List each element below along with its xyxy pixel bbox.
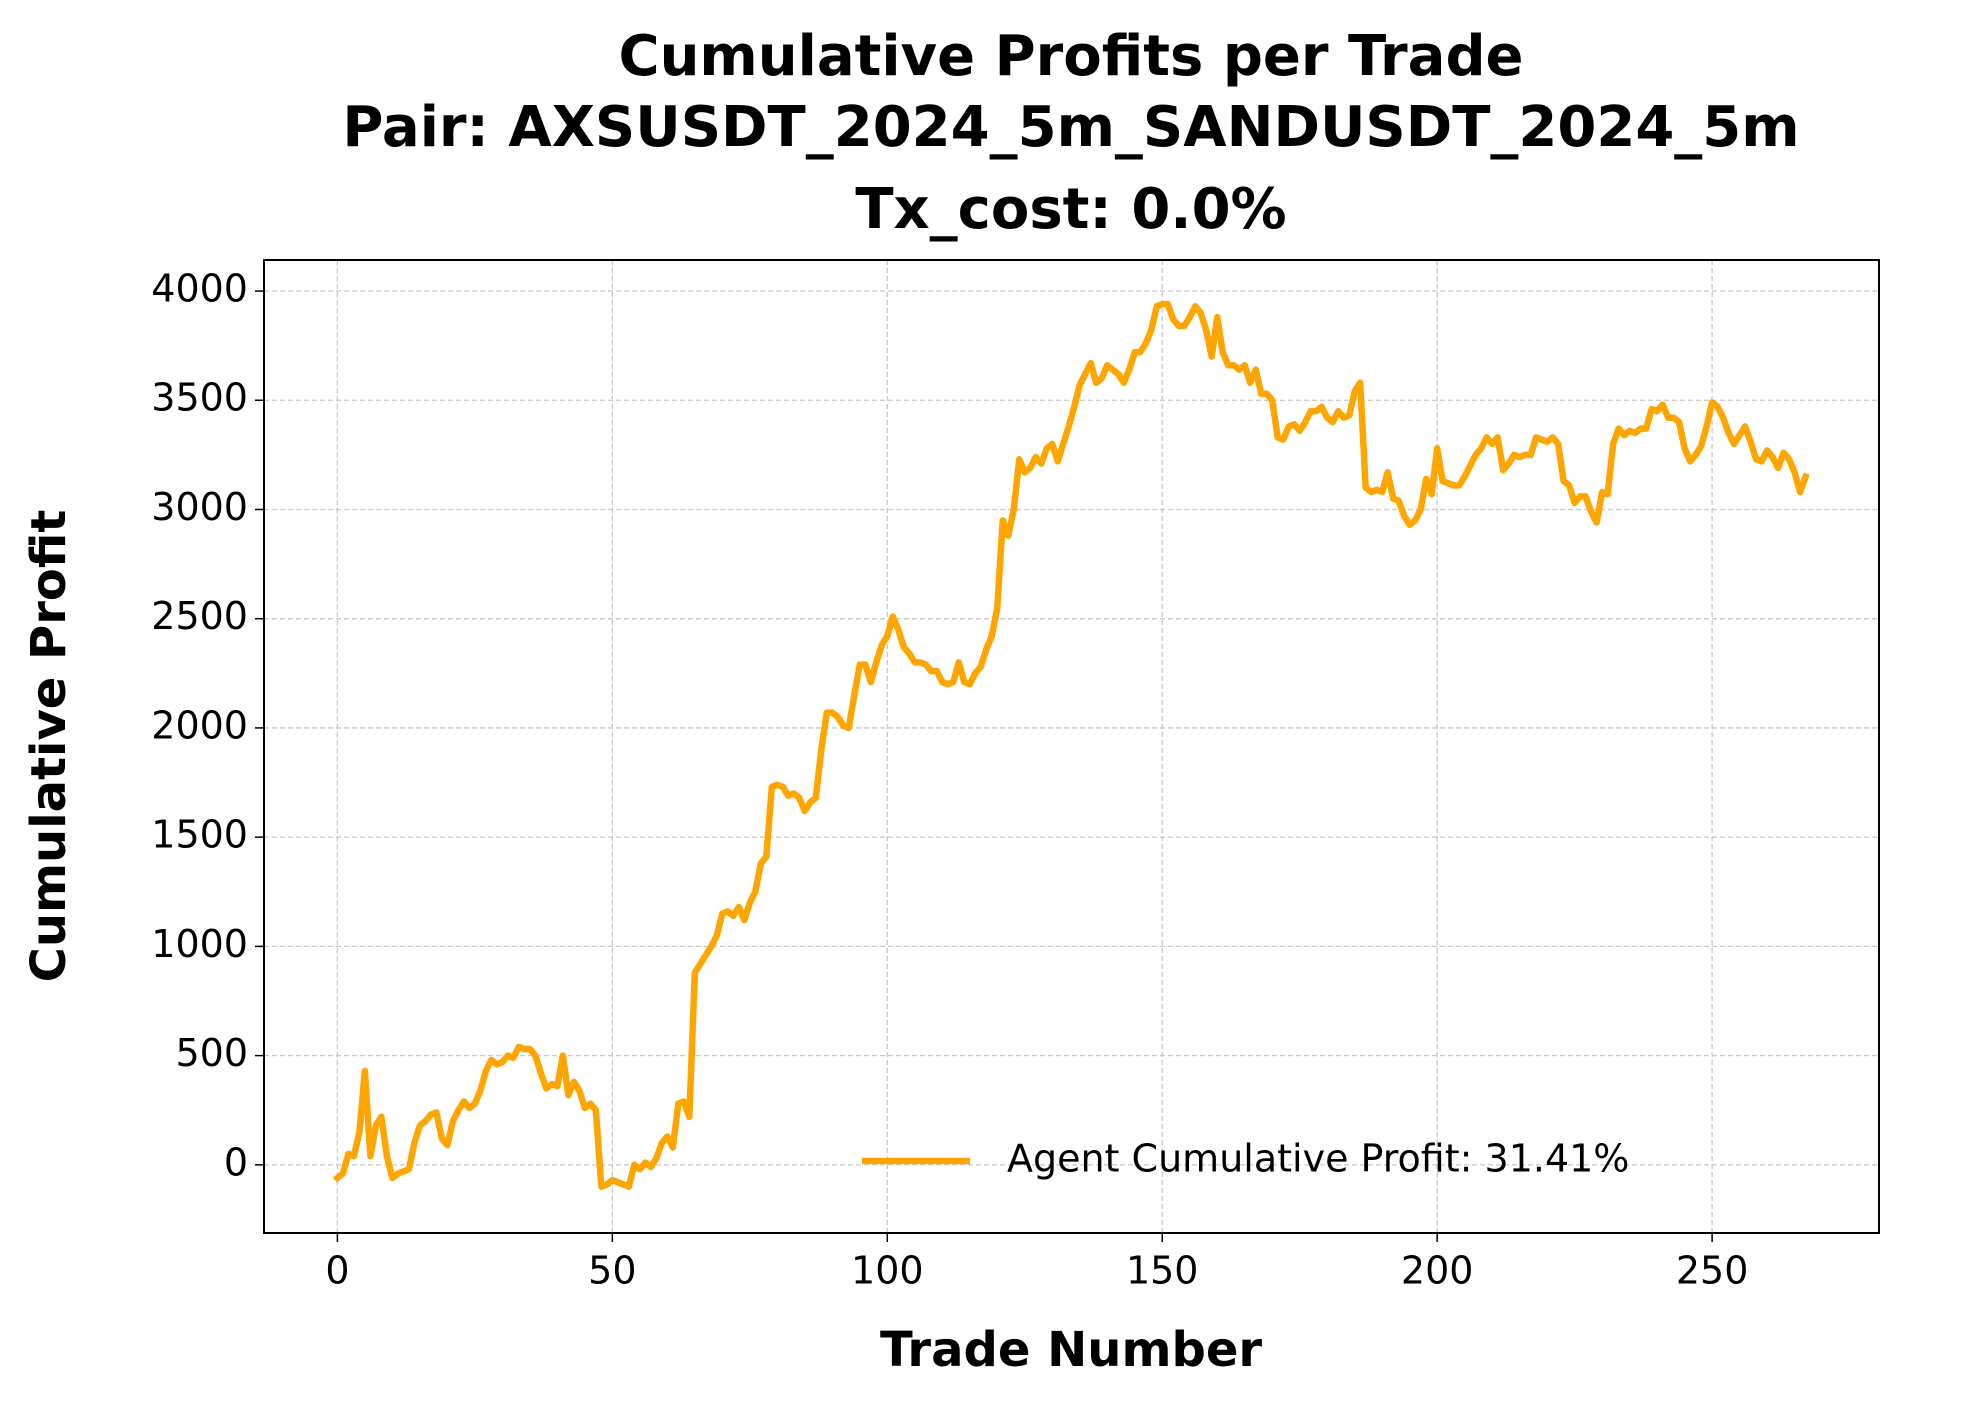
line [332, 300, 1810, 1190]
y-tick-label: 2000 [151, 703, 248, 747]
y-tick-label: 3000 [151, 485, 248, 529]
plot-frame [263, 259, 1880, 1234]
y-tick-label: 2500 [151, 594, 248, 638]
y-axis-label: Cumulative Profit [21, 510, 77, 983]
chart-title: Cumulative Profits per Trade [618, 24, 1523, 89]
y-tick-label: 0 [224, 1140, 248, 1184]
x-tick-label: 100 [851, 1249, 924, 1293]
y-tick-label: 1500 [151, 813, 248, 857]
x-tick-label: 150 [1126, 1249, 1199, 1293]
y-tick-label: 1000 [151, 922, 248, 966]
x-tick-label: 50 [588, 1249, 636, 1293]
x-tick-label: 200 [1401, 1249, 1474, 1293]
chart-title: Tx_cost: 0.0% [855, 177, 1286, 242]
x-tick-label: 250 [1676, 1249, 1749, 1293]
legend-label: Agent Cumulative Profit: 31.41% [1007, 1137, 1629, 1181]
x-axis-label: Trade Number [880, 1322, 1262, 1378]
y-tick-label: 4000 [151, 267, 248, 311]
x-tick-label: 0 [325, 1249, 349, 1293]
chart-title: Pair: AXSUSDT_2024_5m_SANDUSDT_2024_5m [342, 95, 1799, 160]
y-tick-label: 500 [175, 1031, 248, 1075]
y-tick-label: 3500 [151, 376, 248, 420]
